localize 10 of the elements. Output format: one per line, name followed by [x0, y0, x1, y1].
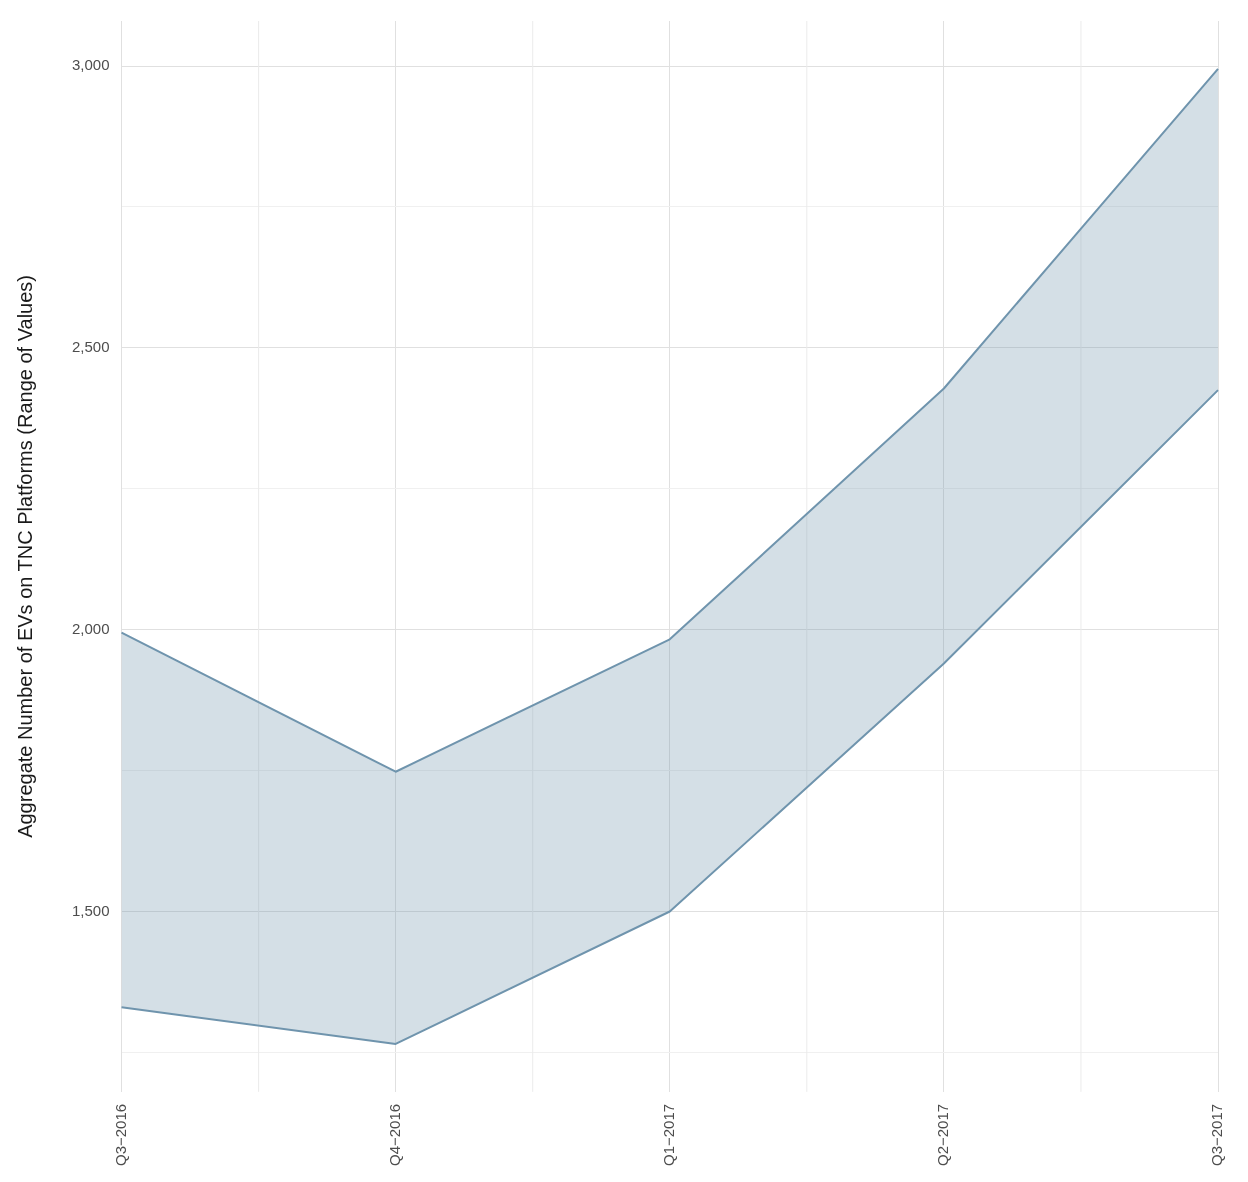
x-tick-label: Q3−2017 [1208, 1103, 1226, 1166]
x-tick-label: Q1−2017 [659, 1103, 677, 1166]
y-tick-label: 2,500 [71, 338, 110, 356]
x-tick-label: Q2−2017 [934, 1103, 952, 1166]
y-axis-title: Aggregate Number of EVs on TNC Platforms (Range of Values) [13, 275, 36, 838]
y-tick-label: 3,000 [71, 56, 110, 74]
x-tick-label: Q3−2016 [111, 1103, 129, 1166]
y-tick-label: 1,500 [71, 901, 110, 919]
y-tick-label: 2,000 [71, 619, 110, 637]
x-tick-label: Q4−2016 [385, 1103, 403, 1166]
